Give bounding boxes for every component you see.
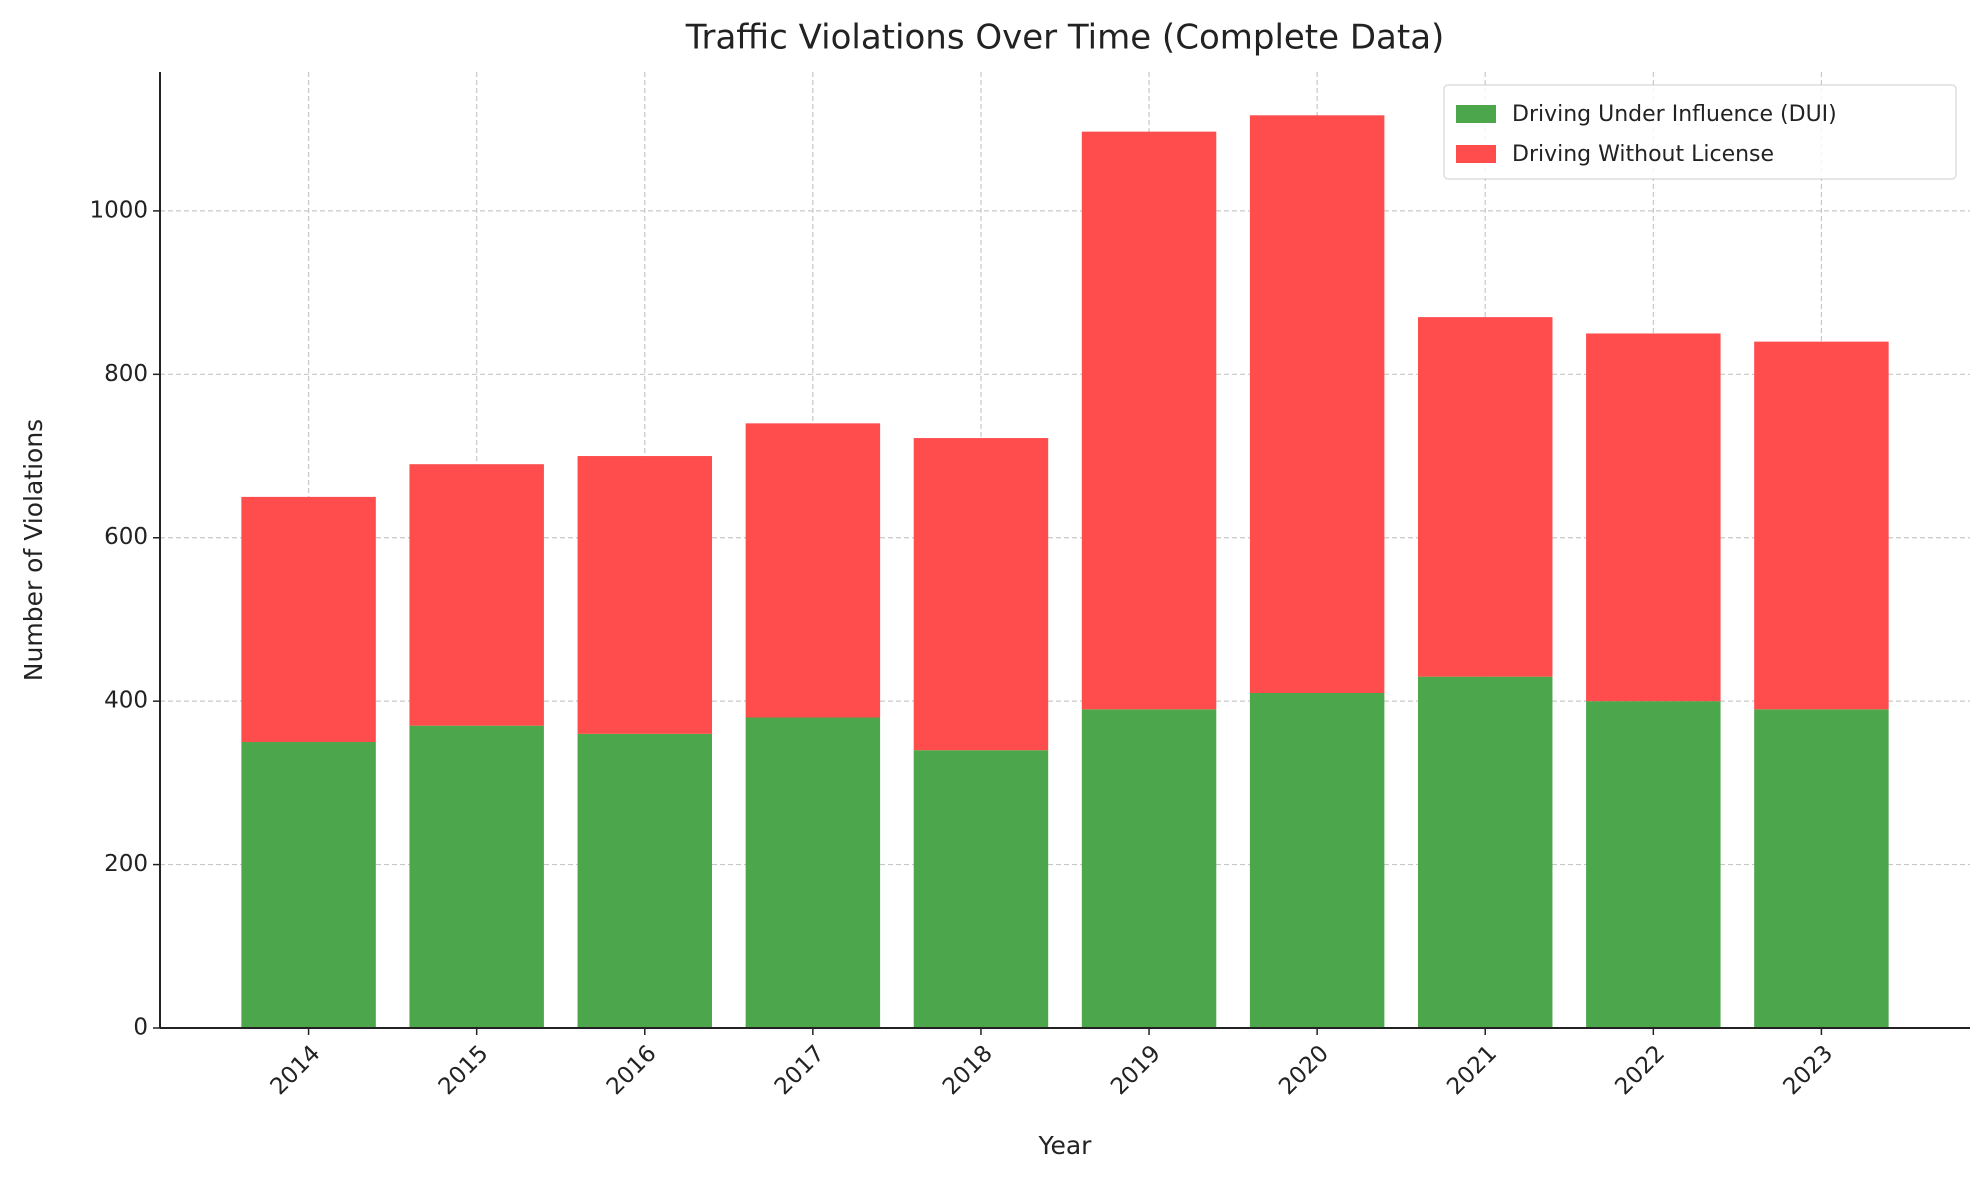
legend-swatch <box>1456 145 1496 163</box>
bar <box>1249 115 1385 693</box>
x-tick-label: 2023 <box>1778 1040 1838 1100</box>
bar <box>1586 701 1721 1028</box>
bar <box>1754 341 1889 710</box>
bar <box>1081 709 1217 1028</box>
bar <box>241 742 376 1028</box>
y-axis-label: Number of Violations <box>19 419 48 681</box>
bar <box>577 456 713 734</box>
x-tick-label: 2015 <box>434 1040 494 1100</box>
y-tick-label: 600 <box>104 524 148 550</box>
bar <box>577 733 713 1028</box>
y-tick-label: 1000 <box>89 197 148 223</box>
bar <box>241 496 376 743</box>
bar <box>409 725 544 1028</box>
bar <box>1586 333 1721 702</box>
y-tick-label: 0 <box>133 1015 148 1041</box>
legend-label: Driving Without License <box>1512 142 1774 167</box>
legend-swatch <box>1456 105 1496 123</box>
bar <box>1754 709 1889 1028</box>
bar <box>913 750 1049 1028</box>
legend-label: Driving Under Influence (DUI) <box>1512 102 1837 127</box>
bar <box>745 423 881 718</box>
x-tick-label: 2022 <box>1610 1040 1670 1100</box>
chart-title: Traffic Violations Over Time (Complete D… <box>685 18 1445 58</box>
x-tick-label: 2014 <box>266 1040 326 1100</box>
x-tick-label: 2019 <box>1106 1040 1166 1100</box>
y-tick-label: 400 <box>104 688 148 714</box>
bar <box>1081 131 1217 710</box>
x-tick-label: 2018 <box>938 1040 998 1100</box>
x-tick-label: 2017 <box>770 1040 830 1100</box>
bar <box>1417 317 1553 677</box>
bar <box>409 464 544 726</box>
bar <box>1417 676 1553 1028</box>
x-tick-label: 2016 <box>602 1040 662 1100</box>
x-tick-label: 2020 <box>1274 1040 1334 1100</box>
x-tick-label: 2021 <box>1442 1040 1502 1100</box>
bar <box>1249 692 1385 1028</box>
x-axis-label: Year <box>1038 1131 1093 1160</box>
bar <box>745 717 881 1028</box>
bar <box>913 438 1049 751</box>
y-tick-label: 200 <box>104 851 148 877</box>
legend-box <box>1443 84 1957 180</box>
y-tick-label: 800 <box>104 361 148 387</box>
